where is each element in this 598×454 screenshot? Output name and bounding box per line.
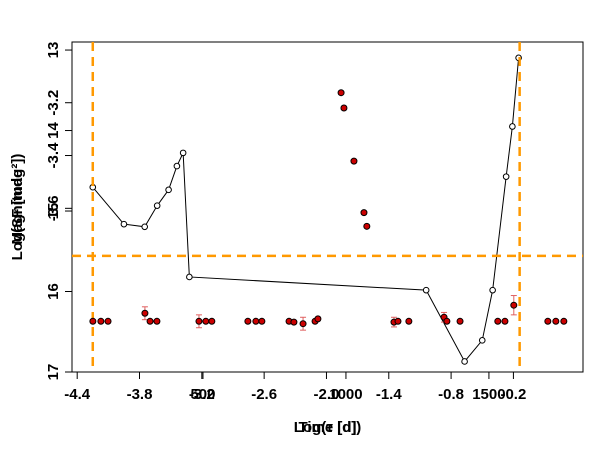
x-tick-label: 500: [190, 386, 215, 403]
sf-point: [120, 220, 128, 228]
x-tick-label: -2.6: [251, 386, 277, 403]
data-point: [350, 157, 358, 165]
data-point: [394, 317, 402, 325]
data-point: [456, 317, 464, 325]
data-point: [252, 317, 260, 325]
data-point: [299, 320, 307, 328]
x-tick-label: 1500: [472, 386, 505, 403]
data-point: [153, 317, 161, 325]
x-tick-label: -0.2: [500, 386, 526, 403]
data-point: [244, 317, 252, 325]
sf-point: [165, 186, 172, 194]
data-point: [104, 317, 112, 325]
y-tick-label: -3.2: [45, 90, 62, 116]
x-axis-label: Log(τ [d]): [294, 419, 362, 436]
data-point: [146, 317, 154, 325]
data-point: [89, 317, 97, 325]
sf-point: [461, 358, 468, 365]
data-point: [560, 317, 568, 325]
sf-point: [422, 286, 430, 294]
data-point: [544, 317, 552, 325]
x-tick-label: -2.0: [314, 386, 340, 403]
data-point: [258, 317, 266, 325]
sf-point: [509, 123, 516, 130]
data-point: [363, 222, 371, 230]
data-point: [510, 301, 518, 309]
data-point: [314, 315, 322, 323]
x-tick-label: -4.4: [64, 386, 91, 403]
data-point: [202, 317, 210, 325]
plot-frame: [71, 41, 584, 373]
x-tick-label: -3.2: [189, 386, 215, 403]
sf-point: [173, 162, 181, 170]
x-tick-label: -1.4: [376, 386, 403, 403]
sf-point: [141, 223, 149, 231]
data-point: [340, 104, 348, 112]
x-tick-label: -0.8: [438, 386, 464, 403]
y-tick-label: 16: [45, 283, 62, 300]
sf-point: [153, 202, 161, 209]
data-point: [405, 317, 413, 325]
y-tick-label: 17: [45, 364, 62, 381]
data-point: [360, 209, 368, 217]
y-tick-label: -3.4: [45, 142, 62, 169]
sf-point: [478, 337, 486, 344]
sf-point: [489, 286, 496, 294]
y-tick-label: 15: [45, 203, 62, 220]
y-axis-label: Log(SF [mag²]): [9, 154, 26, 261]
y-tick-label: 14: [45, 122, 62, 139]
data-point: [195, 317, 203, 325]
data-point: [208, 317, 216, 325]
sf-point: [179, 149, 187, 157]
x-tick-label: 1000: [329, 386, 362, 403]
data-point: [141, 309, 149, 317]
sf-line: [92, 57, 520, 363]
data-point: [97, 317, 105, 325]
sf-point: [502, 173, 510, 180]
data-point: [290, 318, 298, 326]
data-point: [494, 317, 502, 325]
data-point: [337, 89, 345, 97]
y-axis-label: Magnitude: [9, 170, 26, 245]
data-point: [552, 317, 560, 325]
x-tick-label: -3.8: [127, 386, 153, 403]
data-point: [443, 317, 451, 325]
y-tick-label: 13: [45, 42, 62, 59]
sf-point: [186, 273, 193, 281]
x-axis-label: Time [d]: [298, 419, 356, 436]
y-tick-label: -3.6: [45, 195, 62, 221]
data-point: [501, 317, 509, 325]
